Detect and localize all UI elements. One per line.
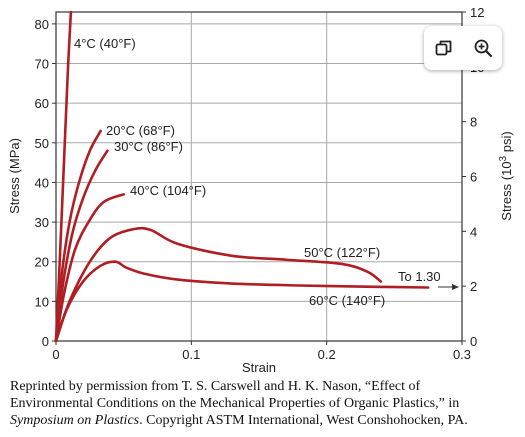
series-label-20c: 20°C (68°F) — [106, 123, 175, 138]
image-toolbar — [424, 26, 502, 70]
y2-tick-label-3: 6 — [470, 170, 477, 185]
y-axis-label: Stress (MPa) — [7, 138, 22, 214]
y-tick-label-0: 0 — [42, 334, 49, 349]
stress-strain-chart: 0 0.1 0.2 0.3 0 10 20 30 40 50 60 70 80 0 2 4 6 8 10 12 S… — [7, 5, 514, 375]
y2-tick-label-0: 0 — [470, 334, 477, 349]
plot-frame — [55, 11, 463, 342]
figure-caption: Reprinted by permission from T. S. Carsw… — [10, 378, 520, 429]
series-line-4 — [54, 226, 383, 343]
y-axis-ticks: 0 10 20 30 40 50 60 70 80 — [35, 17, 56, 349]
series-line-3 — [54, 193, 125, 343]
grid — [56, 12, 462, 341]
zoom-in-icon — [474, 39, 492, 58]
y2-tick-label-4: 8 — [470, 115, 477, 130]
y-tick-label-3: 30 — [35, 215, 49, 230]
arrow-icon — [438, 284, 459, 290]
x-axis-ticks: 0 0.1 0.2 0.3 — [52, 341, 471, 362]
series-label-60c: 60°C (140°F) — [309, 293, 385, 308]
y-tick-label-6: 60 — [35, 96, 49, 111]
series-line-0 — [54, 10, 73, 343]
annotation-to-1-30: To 1.30 — [398, 269, 441, 284]
caption-line-2: Environmental Conditions on the Mechanic… — [10, 396, 460, 411]
y-tick-label-5: 50 — [35, 136, 49, 151]
series-label-40c: 40°C (104°F) — [130, 183, 206, 198]
series-label-4c: 4°C (40°F) — [74, 36, 136, 51]
caption-italic: Symposium on Plastics — [10, 413, 140, 428]
copy-icon — [435, 40, 451, 56]
series-line-2 — [54, 149, 109, 343]
series-label-50c: 50°C (122°F) — [304, 245, 380, 260]
y2-tick-label-1: 2 — [470, 279, 477, 294]
x-tick-label-3: 0.3 — [453, 347, 471, 362]
y-tick-label-2: 20 — [35, 255, 49, 270]
y-tick-label-8: 80 — [35, 17, 49, 32]
caption-rest: . Copyright ASTM International, West Con… — [139, 413, 468, 428]
x-tick-label-2: 0.2 — [318, 347, 336, 362]
y2-tick-label-2: 4 — [470, 224, 477, 239]
x-tick-label-0: 0 — [52, 347, 59, 362]
y-tick-label-1: 10 — [35, 294, 49, 309]
zoom-in-button[interactable] — [470, 35, 496, 61]
x-tick-label-1: 0.1 — [182, 347, 200, 362]
series-line-1 — [54, 129, 102, 343]
series-line-5 — [54, 260, 430, 343]
caption-line-1: Reprinted by permission from T. S. Carsw… — [10, 379, 421, 394]
caption-line-3: Symposium on Plastics. Copyright ASTM In… — [10, 412, 520, 429]
x-axis-label: Strain — [242, 360, 276, 375]
copy-button[interactable] — [431, 35, 457, 61]
series-curves — [54, 10, 430, 343]
series-label-30c: 30°C (86°F) — [114, 139, 183, 154]
y2-tick-label-6: 12 — [470, 5, 484, 20]
y-tick-label-4: 40 — [35, 175, 49, 190]
y-tick-label-7: 70 — [35, 57, 49, 72]
y2-axis-label: Stress (103 psi) — [498, 131, 514, 220]
